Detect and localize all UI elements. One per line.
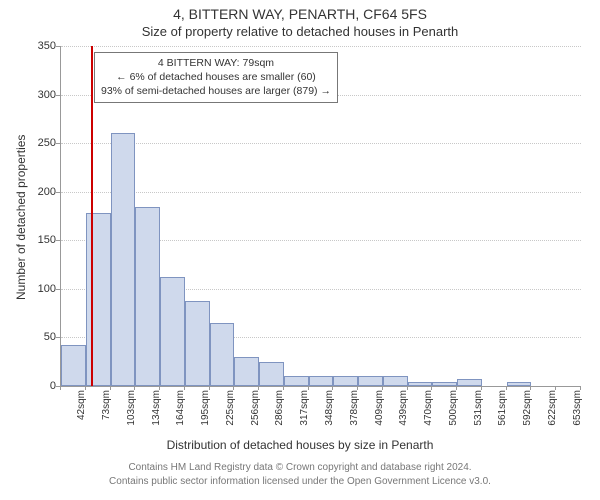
- chart-title-main: 4, BITTERN WAY, PENARTH, CF64 5FS: [0, 6, 600, 22]
- annotation-line: ← 6% of detached houses are smaller (60): [101, 70, 331, 84]
- x-tick-label: 409sqm: [374, 390, 385, 450]
- x-tick-mark: [456, 386, 457, 390]
- y-tick-mark: [56, 143, 60, 144]
- y-tick-mark: [56, 95, 60, 96]
- histogram-bar: [333, 376, 358, 386]
- x-tick-mark: [530, 386, 531, 390]
- x-tick-label: 348sqm: [324, 390, 335, 450]
- histogram-bar: [358, 376, 383, 386]
- histogram-bar: [284, 376, 309, 386]
- x-tick-mark: [283, 386, 284, 390]
- x-tick-mark: [184, 386, 185, 390]
- footer-licence: Contains public sector information licen…: [0, 476, 600, 487]
- y-tick-label: 0: [16, 380, 56, 392]
- y-tick-mark: [56, 240, 60, 241]
- histogram-bar: [111, 133, 136, 386]
- histogram-bar: [160, 277, 185, 386]
- histogram-bar: [383, 376, 408, 386]
- chart-title-sub: Size of property relative to detached ho…: [0, 24, 600, 39]
- annotation-line: 93% of semi-detached houses are larger (…: [101, 84, 331, 98]
- x-tick-mark: [308, 386, 309, 390]
- x-tick-mark: [332, 386, 333, 390]
- x-tick-mark: [431, 386, 432, 390]
- x-tick-mark: [85, 386, 86, 390]
- x-tick-label: 164sqm: [175, 390, 186, 450]
- x-tick-mark: [506, 386, 507, 390]
- y-tick-mark: [56, 337, 60, 338]
- x-tick-mark: [407, 386, 408, 390]
- histogram-bar: [432, 382, 457, 386]
- histogram-bar: [61, 345, 86, 386]
- histogram-bar: [86, 213, 111, 386]
- annotation-line: 4 BITTERN WAY: 79sqm: [101, 56, 331, 70]
- x-tick-mark: [555, 386, 556, 390]
- x-tick-label: 195sqm: [200, 390, 211, 450]
- histogram-bar: [457, 379, 482, 386]
- x-tick-label: 622sqm: [547, 390, 558, 450]
- annotation-box: 4 BITTERN WAY: 79sqm← 6% of detached hou…: [94, 52, 338, 103]
- y-tick-label: 100: [16, 283, 56, 295]
- y-tick-mark: [56, 192, 60, 193]
- x-tick-label: 42sqm: [76, 390, 87, 450]
- x-tick-label: 286sqm: [274, 390, 285, 450]
- x-tick-mark: [357, 386, 358, 390]
- x-tick-label: 225sqm: [225, 390, 236, 450]
- x-tick-label: 531sqm: [473, 390, 484, 450]
- y-tick-mark: [56, 46, 60, 47]
- x-tick-label: 500sqm: [448, 390, 459, 450]
- x-tick-label: 73sqm: [101, 390, 112, 450]
- y-tick-label: 350: [16, 40, 56, 52]
- x-tick-label: 378sqm: [349, 390, 360, 450]
- x-tick-label: 256sqm: [250, 390, 261, 450]
- x-tick-label: 470sqm: [423, 390, 434, 450]
- histogram-bar: [135, 207, 160, 386]
- x-tick-label: 561sqm: [497, 390, 508, 450]
- x-tick-mark: [134, 386, 135, 390]
- x-tick-mark: [209, 386, 210, 390]
- x-tick-mark: [382, 386, 383, 390]
- y-tick-label: 150: [16, 234, 56, 246]
- x-tick-mark: [110, 386, 111, 390]
- x-tick-label: 103sqm: [126, 390, 137, 450]
- histogram-bar: [234, 357, 259, 386]
- y-tick-label: 300: [16, 89, 56, 101]
- x-tick-mark: [233, 386, 234, 390]
- x-tick-mark: [481, 386, 482, 390]
- histogram-bar: [210, 323, 235, 386]
- x-tick-mark: [159, 386, 160, 390]
- x-tick-mark: [258, 386, 259, 390]
- histogram-bar: [259, 362, 284, 386]
- grid-line: [61, 192, 581, 193]
- y-tick-label: 250: [16, 137, 56, 149]
- x-tick-label: 592sqm: [522, 390, 533, 450]
- y-tick-label: 50: [16, 331, 56, 343]
- x-tick-mark: [60, 386, 61, 390]
- property-marker-line: [91, 46, 93, 386]
- histogram-bar: [507, 382, 532, 386]
- grid-line: [61, 46, 581, 47]
- footer-copyright: Contains HM Land Registry data © Crown c…: [0, 462, 600, 473]
- y-tick-mark: [56, 289, 60, 290]
- x-tick-label: 653sqm: [572, 390, 583, 450]
- x-tick-mark: [580, 386, 581, 390]
- x-tick-label: 439sqm: [398, 390, 409, 450]
- chart-container: 4, BITTERN WAY, PENARTH, CF64 5FS Size o…: [0, 0, 600, 500]
- x-tick-label: 317sqm: [299, 390, 310, 450]
- x-tick-label: 134sqm: [151, 390, 162, 450]
- histogram-bar: [185, 301, 210, 386]
- y-tick-label: 200: [16, 186, 56, 198]
- histogram-bar: [408, 382, 433, 386]
- histogram-bar: [309, 376, 334, 386]
- y-axis-label: Number of detached properties: [14, 135, 28, 300]
- grid-line: [61, 143, 581, 144]
